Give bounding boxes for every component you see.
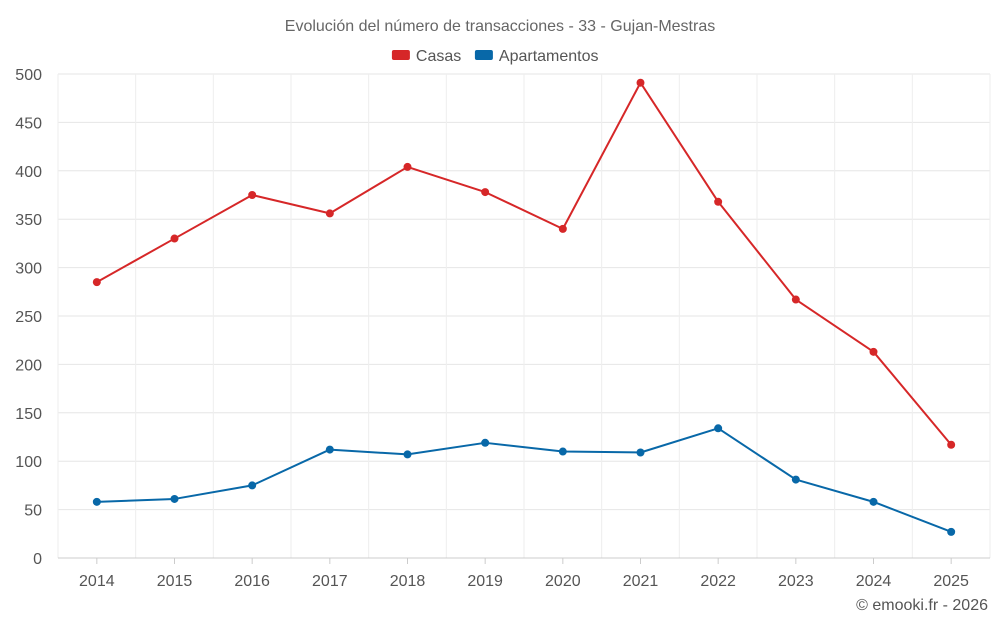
- legend-swatch: [391, 50, 410, 60]
- data-point[interactable]: [92, 497, 101, 506]
- data-point[interactable]: [947, 440, 956, 449]
- x-tick-label: 2019: [467, 573, 503, 590]
- x-tick-label: 2022: [700, 573, 736, 590]
- series-layer: [92, 78, 956, 536]
- data-point[interactable]: [481, 438, 490, 447]
- y-tick-label: 0: [33, 551, 42, 568]
- data-point[interactable]: [791, 475, 800, 484]
- series-casas: [92, 78, 956, 449]
- data-point[interactable]: [869, 347, 878, 356]
- x-tick-label: 2017: [312, 573, 348, 590]
- y-tick-label: 300: [15, 261, 42, 278]
- y-tick-label: 50: [24, 503, 42, 520]
- y-tick-label: 500: [15, 67, 42, 84]
- data-point[interactable]: [558, 224, 567, 233]
- data-point[interactable]: [403, 162, 412, 171]
- data-point[interactable]: [248, 481, 257, 490]
- series-line: [96, 81, 952, 446]
- series-apartamentos: [92, 424, 956, 536]
- y-tick-label: 400: [15, 164, 42, 181]
- data-point[interactable]: [558, 447, 567, 456]
- x-tick-label: 2018: [390, 573, 426, 590]
- data-point[interactable]: [248, 191, 257, 199]
- x-tick-label: 2014: [79, 573, 115, 590]
- x-tick-label: 2023: [778, 573, 814, 590]
- legend-item-casas[interactable]: Casas: [391, 48, 461, 65]
- credit-text: © emooki.fr - 2026: [856, 597, 988, 614]
- y-tick-label: 350: [15, 212, 42, 229]
- data-point[interactable]: [714, 424, 723, 433]
- y-tick-label: 150: [15, 406, 42, 423]
- axes: 0 50 100 150 200 250 300 350 400 450 500 2014 2015 20…: [15, 67, 990, 590]
- chart-title: Evolución del número de transacciones - …: [285, 18, 715, 35]
- y-tick-label: 250: [15, 309, 42, 326]
- legend[interactable]: Casas Apartamentos: [391, 48, 599, 65]
- data-point[interactable]: [714, 197, 723, 206]
- x-tick-label: 2025: [933, 573, 969, 590]
- data-point[interactable]: [92, 278, 101, 287]
- data-point[interactable]: [947, 527, 956, 536]
- legend-item-apartamentos[interactable]: Apartamentos: [474, 48, 599, 65]
- data-point[interactable]: [325, 209, 334, 218]
- data-point[interactable]: [325, 445, 334, 454]
- data-point[interactable]: [636, 78, 645, 87]
- series-line: [96, 427, 952, 533]
- y-tick-label: 200: [15, 357, 42, 374]
- data-point[interactable]: [403, 450, 412, 459]
- data-point[interactable]: [636, 448, 645, 457]
- legend-swatch: [474, 50, 493, 60]
- grid: [57, 73, 991, 558]
- x-tick-label: 2016: [234, 573, 270, 590]
- data-point[interactable]: [481, 188, 490, 197]
- data-point[interactable]: [869, 497, 878, 506]
- x-tick-label: 2021: [623, 573, 659, 590]
- y-tick-label: 100: [15, 454, 42, 471]
- x-tick-label: 2024: [856, 573, 892, 590]
- data-point[interactable]: [791, 295, 800, 304]
- legend-label: Apartamentos: [499, 48, 599, 65]
- legend-label: Casas: [416, 48, 461, 65]
- data-point[interactable]: [170, 494, 179, 503]
- x-tick-label: 2020: [545, 573, 581, 590]
- y-tick-label: 450: [15, 115, 42, 132]
- data-point[interactable]: [170, 234, 179, 243]
- x-tick-label: 2015: [157, 573, 193, 590]
